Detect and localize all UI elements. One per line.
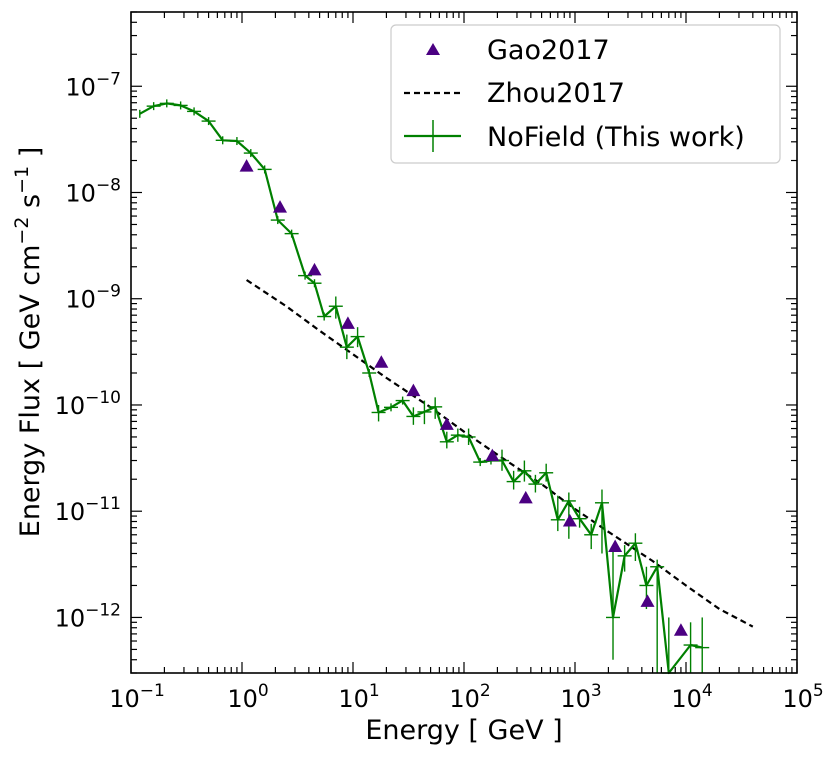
gao2017-point bbox=[673, 623, 688, 636]
x-tick-label: 104 bbox=[671, 681, 712, 713]
y-tick-label: 10−11 bbox=[55, 494, 121, 526]
x-tick-label: 10−1 bbox=[109, 681, 165, 713]
y-tick-label: 10−9 bbox=[65, 282, 121, 314]
legend: Gao2017 Zhou2017 NoField (This work) bbox=[390, 24, 781, 164]
x-tick-label: 100 bbox=[227, 681, 268, 713]
gao2017-point bbox=[239, 159, 254, 172]
gao2017-point bbox=[374, 355, 389, 368]
legend-gao2017-label: Gao2017 bbox=[487, 35, 610, 66]
x-tick-label: 105 bbox=[782, 681, 823, 713]
y-axis-label: Energy Flux [ GeV cm−2 s−1 ] bbox=[11, 147, 46, 537]
y-tick-label: 10−10 bbox=[55, 388, 121, 420]
plot-frame bbox=[130, 11, 798, 674]
gao2017-point bbox=[340, 316, 355, 329]
x-axis-label: Energy [ GeV ] bbox=[365, 715, 562, 746]
gao2017-point bbox=[608, 539, 623, 553]
y-tick-labels: 10−12 10−11 10−10 10−9 10−8 10−7 bbox=[55, 69, 121, 632]
legend-gao2017-marker bbox=[426, 43, 440, 55]
x-tick-labels: 10−1 100 101 102 103 104 105 bbox=[109, 681, 823, 713]
x-tick-label: 102 bbox=[449, 681, 490, 713]
gao2017-point bbox=[406, 383, 421, 397]
legend-nofield-label: NoField (This work) bbox=[487, 122, 745, 153]
y-tick-label: 10−12 bbox=[55, 600, 121, 632]
nofield-line bbox=[139, 102, 703, 675]
series-layer bbox=[139, 99, 754, 675]
gao2017-point bbox=[273, 200, 288, 213]
minor-ticks bbox=[131, 11, 797, 674]
gao2017-point bbox=[439, 417, 454, 430]
gao2017-point bbox=[562, 514, 577, 527]
gao2017-point bbox=[307, 262, 322, 276]
x-tick-label: 103 bbox=[560, 681, 601, 713]
zhou2017-line bbox=[245, 279, 754, 628]
legend-box bbox=[390, 24, 781, 164]
gao2017-point bbox=[485, 448, 500, 462]
legend-zhou2017-label: Zhou2017 bbox=[487, 78, 625, 109]
gao2017-point bbox=[518, 490, 533, 504]
x-tick-label: 101 bbox=[338, 681, 379, 713]
gao2017-point bbox=[640, 594, 655, 607]
y-tick-label: 10−8 bbox=[65, 175, 121, 207]
y-tick-label: 10−7 bbox=[65, 69, 121, 101]
